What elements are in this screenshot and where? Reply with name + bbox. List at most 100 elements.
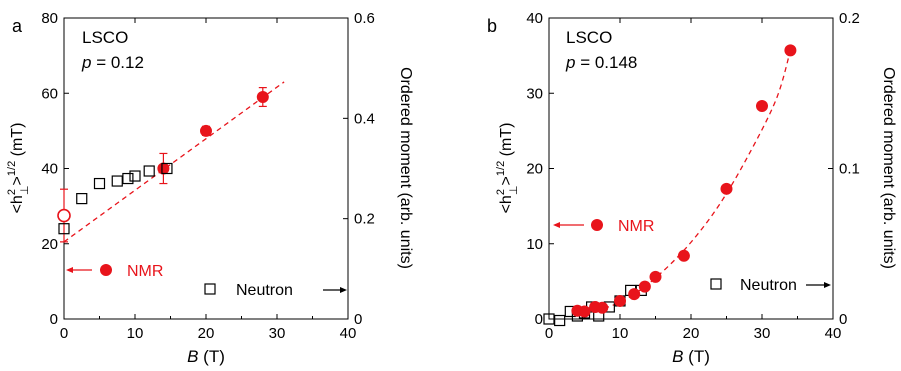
x-tick-label: 10 — [612, 325, 629, 342]
x-tick-label: 30 — [754, 325, 771, 342]
svg-text:Ordered moment (arb. units): Ordered moment (arb. units) — [397, 67, 414, 269]
nmr-series — [571, 44, 797, 318]
neutron-point — [161, 162, 173, 175]
neutron-series — [58, 162, 173, 235]
material-label: LSCO — [566, 28, 612, 47]
material-label: LSCO — [82, 28, 128, 47]
fit-line — [63, 81, 285, 243]
legend-nmr: NMR — [553, 218, 654, 235]
x-tick-label: 10 — [127, 325, 144, 342]
panel-b: b LSCO p = 0.148 0 10 20 30 40 0 10 20 30 40 0 0.… — [487, 10, 897, 366]
panel-a: a LSCO p = 0.12 0 10 20 30 40 0 20 40 60 80 0 0.2… — [6, 10, 414, 366]
y-tick-label-left: 80 — [41, 10, 58, 27]
nmr-point — [649, 270, 662, 283]
y-tick-label-left: 20 — [41, 236, 58, 253]
neutron-point — [76, 193, 88, 205]
legend-neutron: Neutron — [710, 277, 831, 294]
y-left-sub-sup: 2 — [495, 189, 507, 195]
y-left-tail: > — [498, 176, 515, 185]
y-ticks-left: 0 10 20 30 40 — [526, 10, 554, 328]
y-ticks-right: 0 0.1 0.2 — [828, 10, 860, 328]
y-tick-label-right: 0.1 — [839, 161, 860, 178]
svg-text:<h2⊥>1/2 (mT): <h2⊥>1/2 (mT) — [6, 123, 31, 214]
nmr-point — [157, 162, 170, 175]
neutron-point — [554, 314, 566, 327]
x-tick-label: 30 — [269, 325, 286, 342]
x-tick-label: 0 — [545, 325, 553, 342]
doping-symbol: p — [81, 53, 91, 72]
nmr-point — [628, 288, 641, 301]
y-tick-label-right: 0.2 — [839, 10, 860, 27]
legend-nmr: NMR — [66, 263, 163, 280]
nmr-point — [614, 294, 626, 307]
fit-path — [63, 81, 285, 243]
x-tick-label: 40 — [340, 325, 357, 342]
doping-label: p = 0.148 — [565, 53, 637, 72]
y-axis-left-label: <h2⊥>1/2 (mT) — [495, 123, 520, 214]
neutron-legend-label: Neutron — [740, 277, 797, 294]
y-tick-label-right: 0.4 — [354, 110, 375, 127]
nmr-point — [720, 182, 733, 195]
y-axis-right-label: Ordered moment (arb. units) — [880, 67, 897, 269]
arrow-left-icon — [553, 222, 560, 228]
x-ticks: 0 10 20 30 40 — [545, 18, 842, 342]
x-axis-var: B — [187, 347, 198, 366]
legend-neutron: Neutron — [204, 282, 347, 299]
neutron-point — [58, 223, 70, 235]
panel-label: b — [487, 16, 497, 36]
y-left-main: <h — [498, 195, 515, 213]
svg-text:<h2⊥>1/2 (mT): <h2⊥>1/2 (mT) — [495, 123, 520, 214]
y-tick-label-left: 0 — [535, 311, 543, 328]
x-axis-unit: (T) — [683, 347, 709, 366]
y-tick-label-right: 0.2 — [354, 211, 375, 228]
y-tick-label-left: 60 — [41, 85, 58, 102]
nmr-point — [200, 124, 212, 137]
x-tick-label: 20 — [198, 325, 215, 342]
y-tick-label-left: 40 — [526, 10, 543, 27]
x-tick-label: 40 — [825, 325, 842, 342]
y-left-sup: 1/2 — [6, 161, 18, 176]
y-left-main: <h — [9, 195, 26, 213]
doping-value: = 0.12 — [91, 53, 143, 72]
y-left-sup: 1/2 — [495, 161, 507, 176]
nmr-series — [57, 87, 269, 243]
arrow-right-icon — [824, 282, 831, 288]
y-ticks-right: 0 0.2 0.4 0.6 — [343, 10, 375, 328]
neutron-legend-label: Neutron — [236, 282, 293, 299]
x-axis-var: B — [672, 347, 683, 366]
neutron-point — [129, 170, 141, 182]
y-left-sub: ⊥ — [19, 185, 31, 195]
y-tick-label-left: 20 — [526, 161, 543, 178]
doping-symbol: p — [565, 53, 575, 72]
y-tick-label-left: 30 — [526, 85, 543, 102]
nmr-point — [596, 301, 609, 314]
nmr-marker — [591, 219, 603, 231]
y-left-sub-sup: 2 — [6, 189, 18, 195]
doping-value: = 0.148 — [575, 53, 637, 72]
x-tick-label: 0 — [60, 325, 68, 342]
svg-text:Ordered moment (arb. units): Ordered moment (arb. units) — [880, 67, 897, 269]
arrow-right-icon — [340, 287, 347, 293]
nmr-legend-label: NMR — [618, 218, 654, 235]
y-left-unit: (mT) — [498, 123, 515, 161]
x-axis-label: B (T) — [187, 347, 225, 366]
neutron-point — [93, 177, 106, 190]
x-tick-label: 20 — [683, 325, 700, 342]
y-tick-label-right: 0 — [354, 311, 362, 328]
nmr-point — [784, 44, 797, 57]
fit-path — [577, 50, 792, 313]
arrow-left-icon — [66, 267, 73, 273]
neutron-point — [143, 165, 155, 177]
nmr-point — [677, 249, 690, 262]
nmr-legend-label: NMR — [127, 263, 163, 280]
x-axis-label: B (T) — [672, 347, 710, 366]
x-ticks: 0 10 20 30 40 — [60, 18, 357, 342]
neutron-point — [122, 172, 134, 185]
y-left-sub: ⊥ — [508, 185, 520, 195]
nmr-point — [638, 280, 651, 293]
nmr-point-open — [57, 208, 71, 223]
nmr-point — [578, 305, 591, 318]
neutron-point — [111, 175, 123, 187]
y-axis-right-label: Ordered moment (arb. units) — [397, 67, 414, 269]
